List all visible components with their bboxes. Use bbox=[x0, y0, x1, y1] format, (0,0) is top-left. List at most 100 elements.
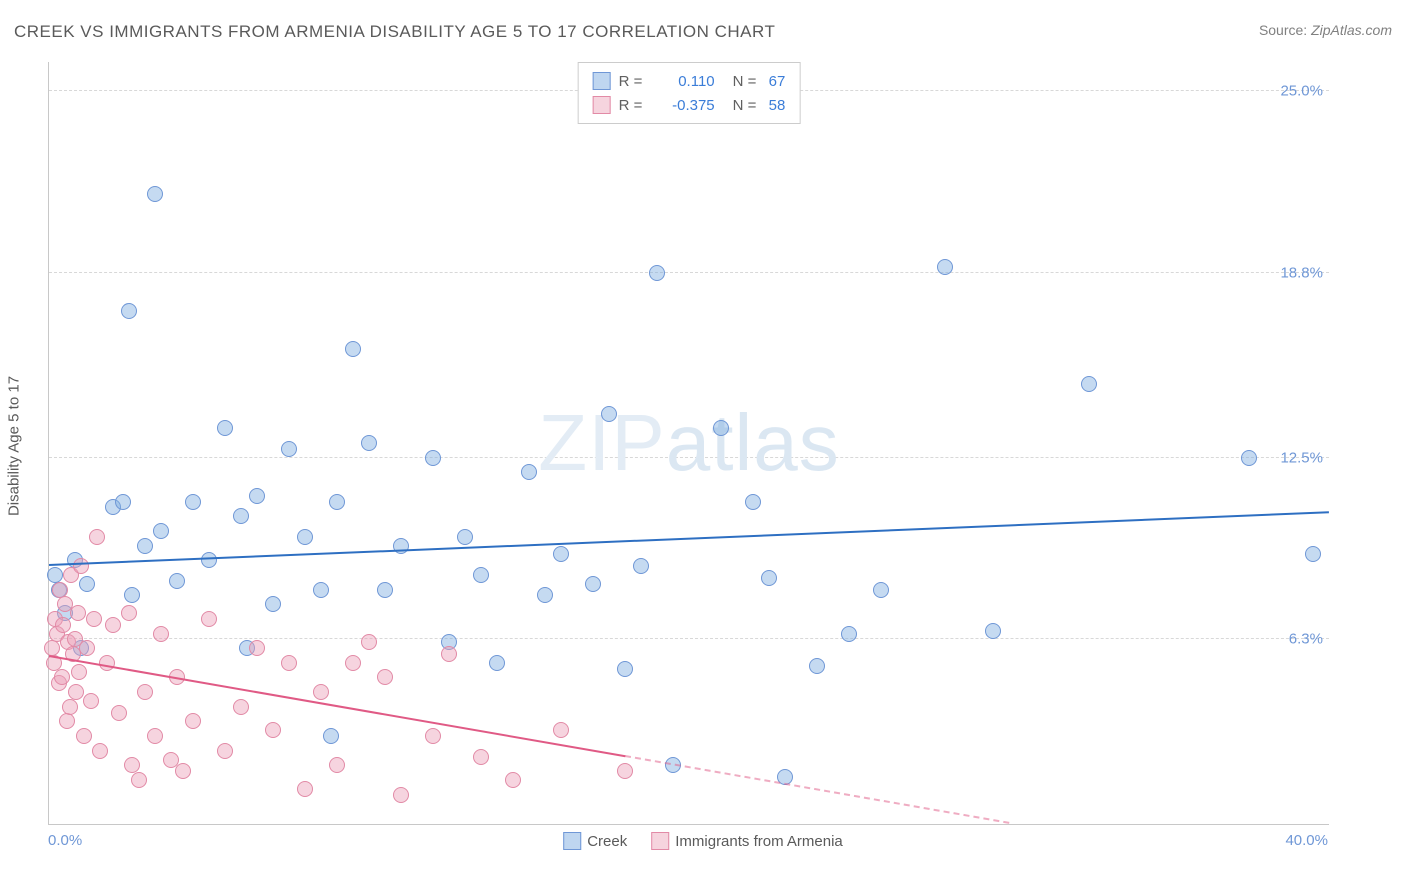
watermark: ZIPatlas bbox=[538, 397, 839, 489]
scatter-point bbox=[377, 582, 393, 598]
n-label: N = bbox=[733, 73, 761, 90]
scatter-point bbox=[54, 669, 70, 685]
scatter-point bbox=[185, 494, 201, 510]
scatter-point bbox=[553, 546, 569, 562]
scatter-point bbox=[83, 693, 99, 709]
scatter-point bbox=[601, 406, 617, 422]
n-value-armenia: 58 bbox=[769, 97, 786, 114]
scatter-point bbox=[505, 772, 521, 788]
scatter-point bbox=[55, 617, 71, 633]
scatter-point bbox=[489, 655, 505, 671]
scatter-point bbox=[425, 728, 441, 744]
swatch-icon bbox=[651, 832, 669, 850]
scatter-point bbox=[121, 605, 137, 621]
scatter-point bbox=[617, 763, 633, 779]
scatter-point bbox=[131, 772, 147, 788]
scatter-point bbox=[76, 728, 92, 744]
scatter-point bbox=[233, 699, 249, 715]
x-axis-max-label: 40.0% bbox=[1285, 832, 1328, 849]
legend-item-creek: Creek bbox=[563, 832, 627, 850]
scatter-point bbox=[281, 441, 297, 457]
scatter-point bbox=[329, 757, 345, 773]
scatter-point bbox=[553, 722, 569, 738]
scatter-point bbox=[521, 464, 537, 480]
scatter-point bbox=[361, 634, 377, 650]
y-axis-label: Disability Age 5 to 17 bbox=[6, 376, 23, 516]
scatter-point bbox=[377, 669, 393, 685]
scatter-point bbox=[1081, 376, 1097, 392]
scatter-point bbox=[323, 728, 339, 744]
y-tick-label: 12.5% bbox=[1280, 449, 1323, 466]
scatter-point bbox=[249, 640, 265, 656]
scatter-point bbox=[745, 494, 761, 510]
scatter-point bbox=[441, 646, 457, 662]
scatter-point bbox=[649, 265, 665, 281]
swatch-icon bbox=[563, 832, 581, 850]
legend-label-creek: Creek bbox=[587, 833, 627, 850]
scatter-point bbox=[47, 567, 63, 583]
scatter-point bbox=[137, 684, 153, 700]
scatter-point bbox=[985, 623, 1001, 639]
scatter-point bbox=[393, 787, 409, 803]
scatter-point bbox=[79, 576, 95, 592]
x-axis-min-label: 0.0% bbox=[48, 832, 82, 849]
scatter-point bbox=[265, 722, 281, 738]
scatter-point bbox=[345, 341, 361, 357]
scatter-point bbox=[265, 596, 281, 612]
chart-title: CREEK VS IMMIGRANTS FROM ARMENIA DISABIL… bbox=[14, 22, 775, 42]
scatter-point bbox=[761, 570, 777, 586]
scatter-point bbox=[297, 781, 313, 797]
scatter-point bbox=[86, 611, 102, 627]
scatter-point bbox=[147, 186, 163, 202]
scatter-point bbox=[111, 705, 127, 721]
scatter-point bbox=[361, 435, 377, 451]
scatter-point bbox=[473, 567, 489, 583]
scatter-point bbox=[79, 640, 95, 656]
scatter-point bbox=[1305, 546, 1321, 562]
correlation-legend: R = 0.110 N = 67 R = -0.375 N = 58 bbox=[578, 62, 801, 124]
scatter-point bbox=[52, 582, 68, 598]
scatter-point bbox=[713, 420, 729, 436]
source-name: ZipAtlas.com bbox=[1311, 22, 1392, 38]
scatter-point bbox=[425, 450, 441, 466]
n-value-creek: 67 bbox=[769, 73, 786, 90]
series-legend: Creek Immigrants from Armenia bbox=[563, 832, 843, 850]
scatter-point bbox=[169, 573, 185, 589]
scatter-plot-area: ZIPatlas R = 0.110 N = 67 R = -0.375 N =… bbox=[48, 62, 1329, 825]
scatter-point bbox=[473, 749, 489, 765]
scatter-point bbox=[585, 576, 601, 592]
scatter-point bbox=[873, 582, 889, 598]
scatter-point bbox=[201, 552, 217, 568]
scatter-point bbox=[73, 558, 89, 574]
source-prefix: Source: bbox=[1259, 22, 1311, 38]
y-tick-label: 25.0% bbox=[1280, 83, 1323, 100]
scatter-point bbox=[175, 763, 191, 779]
scatter-point bbox=[70, 605, 86, 621]
legend-item-armenia: Immigrants from Armenia bbox=[651, 832, 843, 850]
scatter-point bbox=[124, 757, 140, 773]
y-tick-label: 18.8% bbox=[1280, 265, 1323, 282]
scatter-point bbox=[147, 728, 163, 744]
scatter-point bbox=[137, 538, 153, 554]
scatter-point bbox=[153, 626, 169, 642]
scatter-point bbox=[163, 752, 179, 768]
scatter-point bbox=[99, 655, 115, 671]
source-attribution: Source: ZipAtlas.com bbox=[1259, 22, 1392, 38]
swatch-icon bbox=[593, 72, 611, 90]
scatter-point bbox=[89, 529, 105, 545]
scatter-point bbox=[329, 494, 345, 510]
scatter-point bbox=[633, 558, 649, 574]
scatter-point bbox=[841, 626, 857, 642]
scatter-point bbox=[809, 658, 825, 674]
scatter-point bbox=[313, 684, 329, 700]
y-tick-label: 6.3% bbox=[1289, 631, 1323, 648]
legend-row-creek: R = 0.110 N = 67 bbox=[593, 69, 786, 93]
r-label: R = bbox=[619, 97, 647, 114]
gridline bbox=[49, 272, 1329, 273]
watermark-atlas: atlas bbox=[666, 398, 840, 487]
scatter-point bbox=[92, 743, 108, 759]
scatter-point bbox=[233, 508, 249, 524]
scatter-point bbox=[345, 655, 361, 671]
scatter-point bbox=[937, 259, 953, 275]
scatter-point bbox=[457, 529, 473, 545]
